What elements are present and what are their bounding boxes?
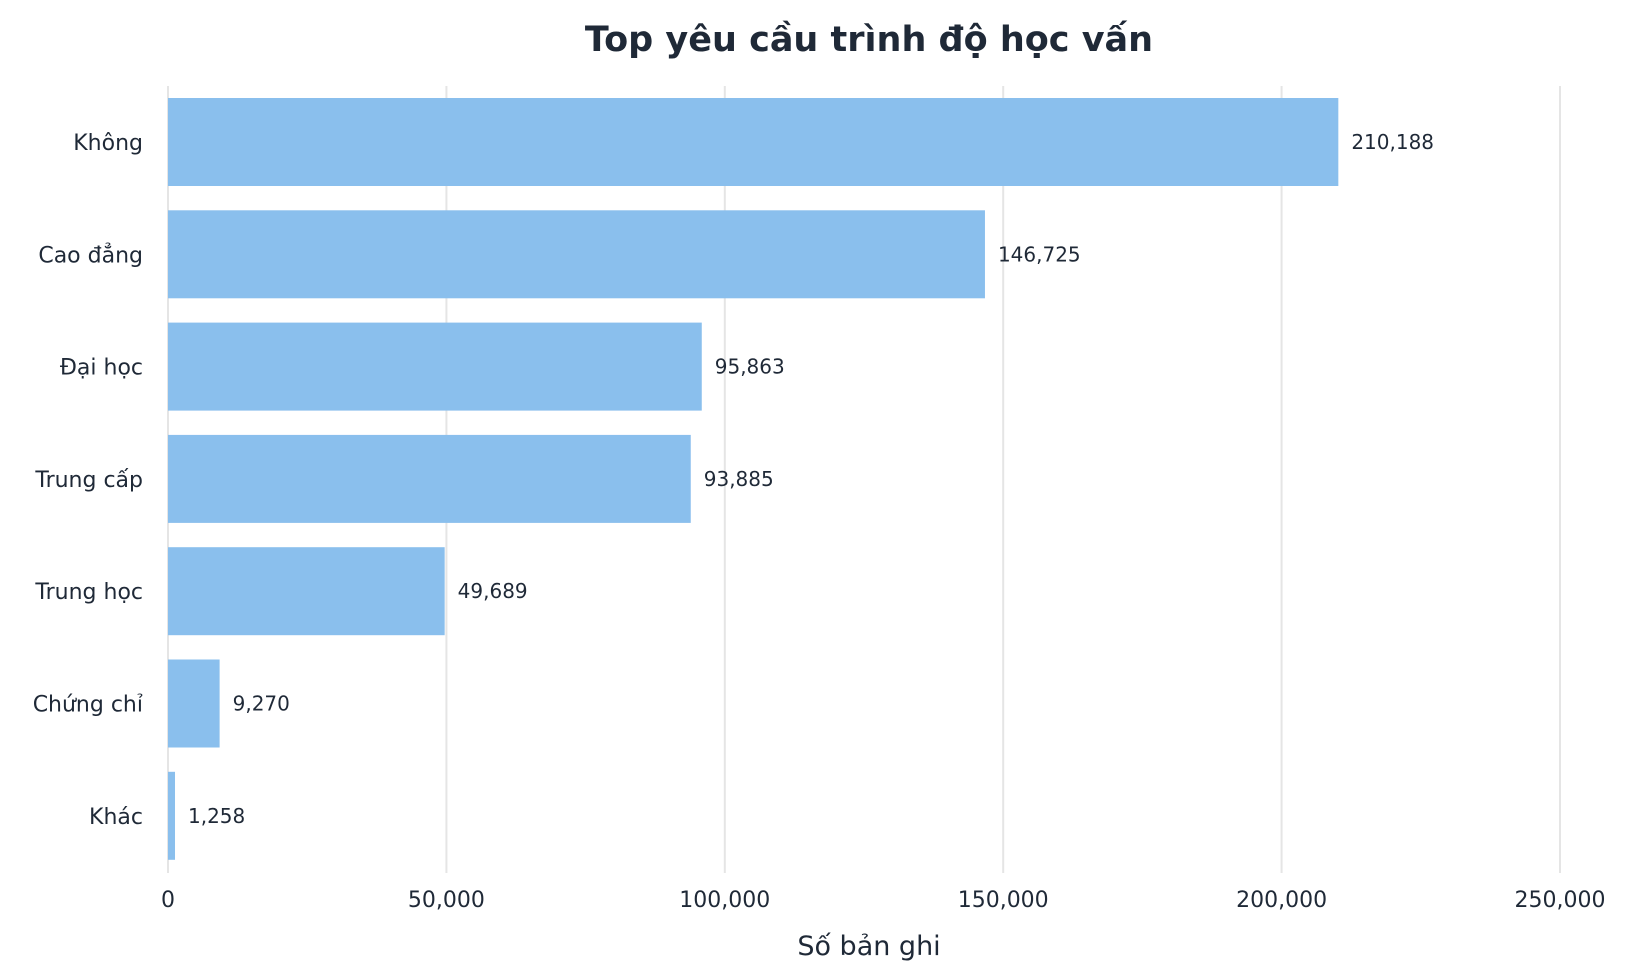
x-axis-label: Số bản ghi	[797, 931, 940, 962]
bar-value-label: 95,863	[715, 355, 785, 379]
bar	[168, 771, 176, 860]
bar-value-label: 1,258	[188, 804, 245, 828]
chart-title: Top yêu cầu trình độ học vấn	[585, 19, 1153, 60]
y-tick-labels: Không Cao đẳng Đại học Trung cấp Trung học Ch…	[33, 131, 143, 830]
bar	[168, 98, 1339, 186]
bar-value-label: 93,885	[704, 467, 774, 491]
bars: 210,188 146,725 95,863 93,885 49,689 9,270 1,2…	[168, 98, 1434, 860]
bar	[168, 322, 702, 411]
x-tick-label: 250,000	[1515, 888, 1606, 913]
y-tick-label: Cao đẳng	[38, 242, 143, 268]
y-tick-label: Chứng chỉ	[33, 693, 143, 718]
bar-value-label: 9,270	[233, 692, 290, 716]
y-tick-label: Trung cấp	[34, 468, 143, 493]
bar	[168, 547, 445, 636]
x-tick-label: 50,000	[408, 888, 485, 913]
bar-value-label: 49,689	[458, 579, 528, 603]
x-tick-label: 200,000	[1236, 888, 1327, 913]
bar-value-label: 210,188	[1351, 130, 1434, 154]
x-tick-label: 150,000	[958, 888, 1049, 913]
x-tick-label: 100,000	[679, 888, 770, 913]
y-tick-label: Không	[73, 131, 143, 156]
y-tick-label: Đại học	[60, 356, 143, 381]
bar-value-label: 146,725	[998, 242, 1081, 266]
bar	[168, 434, 691, 523]
y-tick-label: Trung học	[34, 580, 143, 605]
x-tick-label: 0	[161, 888, 175, 913]
bar	[168, 210, 985, 299]
y-tick-label: Khác	[89, 805, 143, 830]
x-tick-labels: 0 50,000 100,000 150,000 200,000 250,000	[161, 888, 1605, 913]
bar	[168, 659, 220, 748]
